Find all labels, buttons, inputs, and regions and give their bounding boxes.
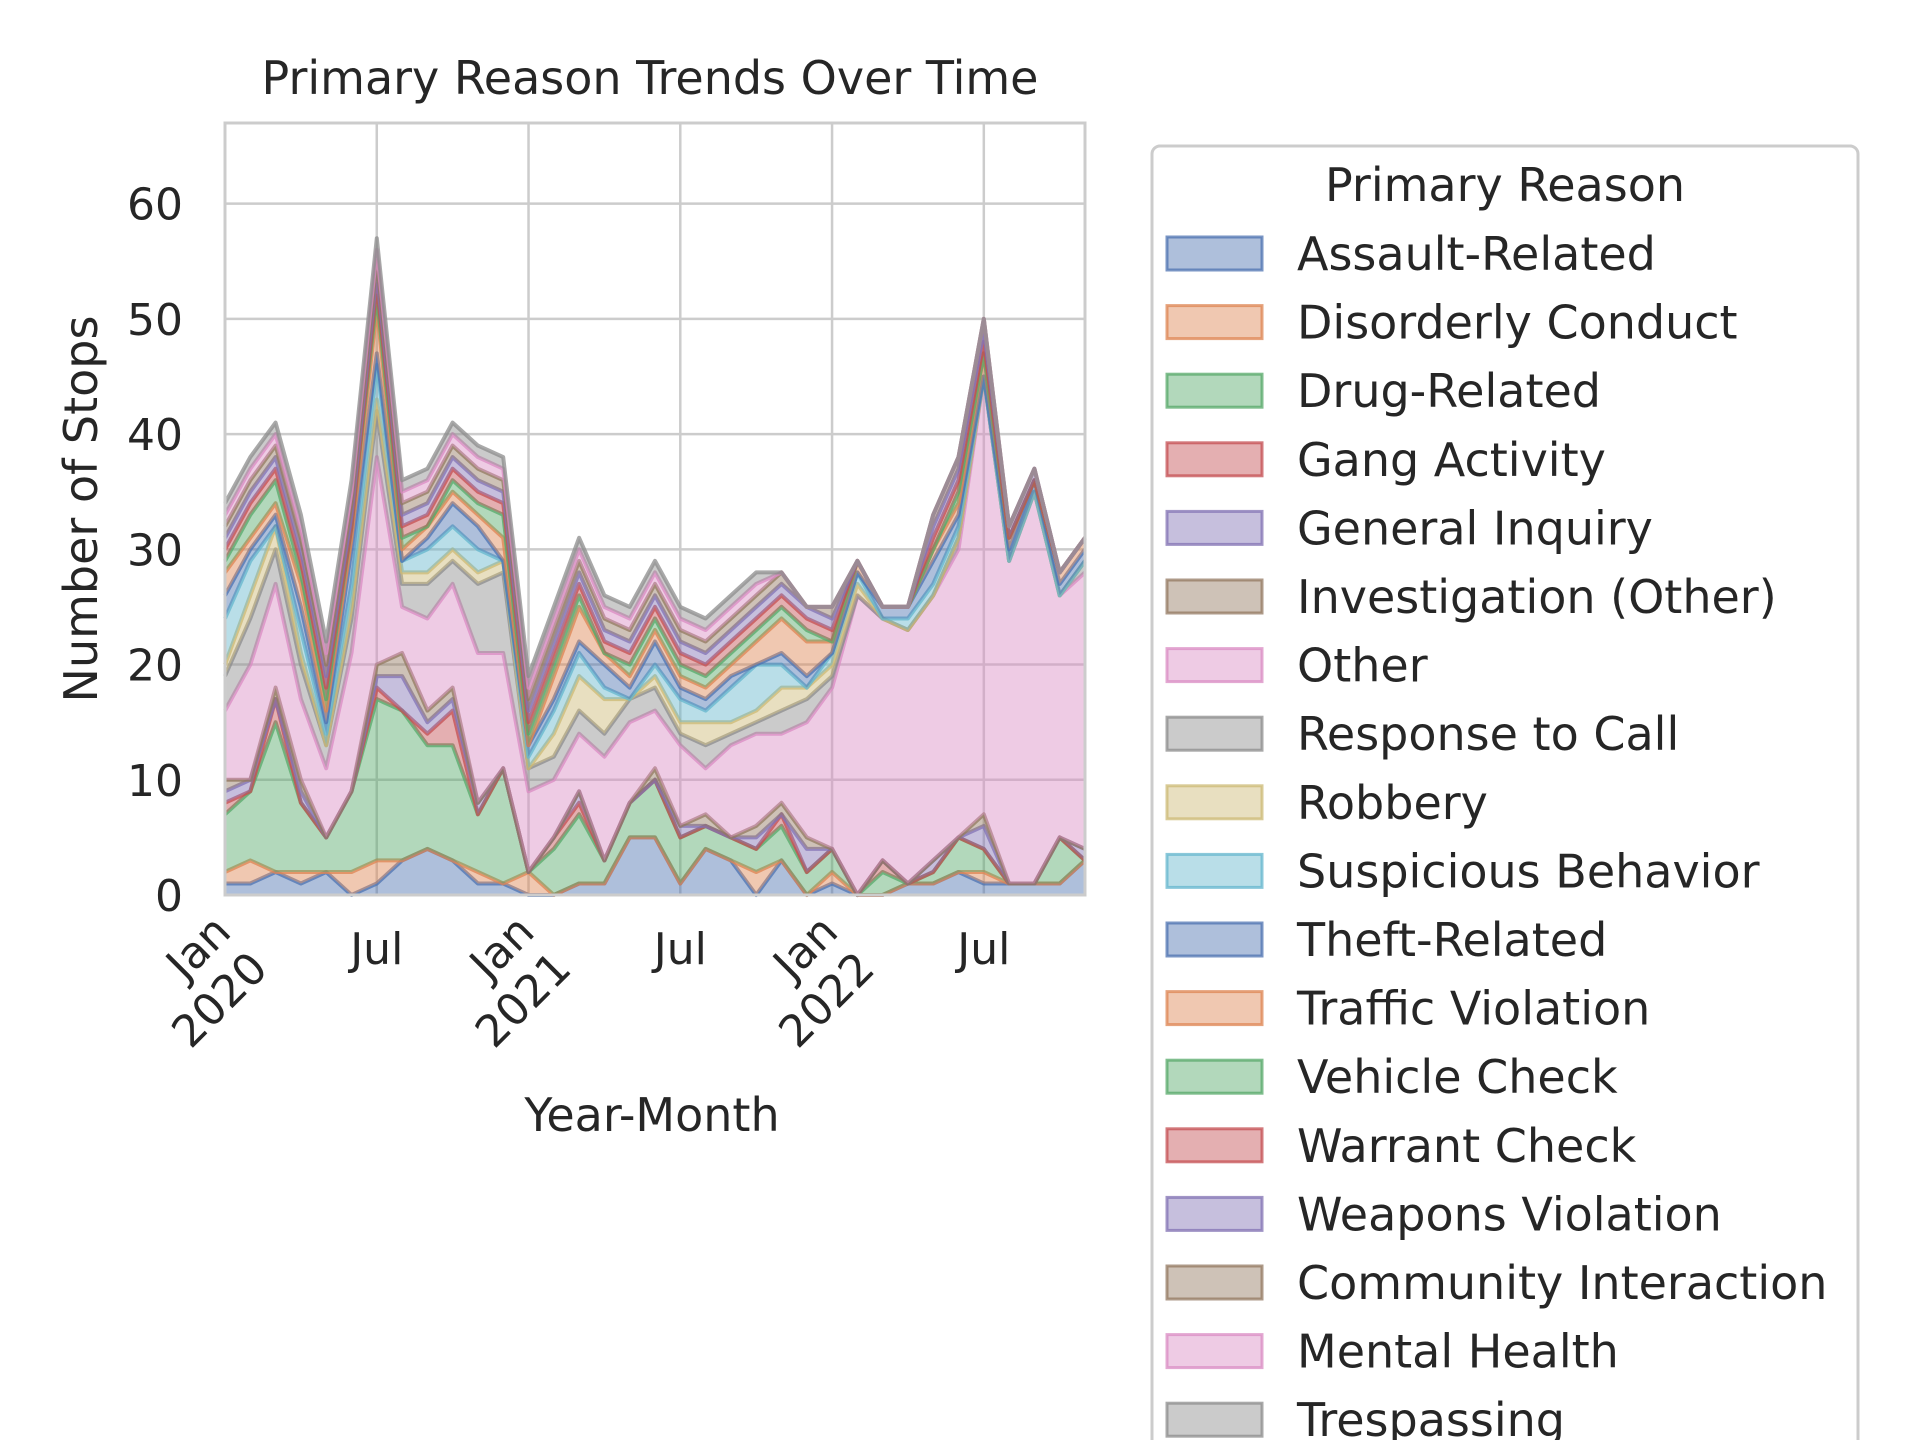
legend-swatch bbox=[1165, 1333, 1264, 1370]
legend-label: General Inquiry bbox=[1297, 501, 1653, 555]
legend-label: Investigation (Other) bbox=[1297, 570, 1777, 624]
legend-label: Drug-Related bbox=[1297, 364, 1601, 418]
legend-swatch bbox=[1165, 921, 1264, 958]
y-axis-label: Number of Stops bbox=[54, 316, 108, 703]
legend-label: Theft-Related bbox=[1296, 913, 1607, 967]
area-series bbox=[223, 236, 1087, 897]
area-investigation-other- bbox=[225, 653, 1085, 895]
y-tick-label: 0 bbox=[155, 871, 183, 922]
legend-label: Mental Health bbox=[1297, 1325, 1619, 1379]
legend-label: Disorderly Conduct bbox=[1297, 296, 1738, 350]
legend-swatch bbox=[1165, 647, 1264, 684]
legend-swatch bbox=[1165, 784, 1264, 821]
y-tick-label: 20 bbox=[127, 641, 183, 692]
legend-swatch bbox=[1165, 715, 1264, 752]
legend-swatch bbox=[1165, 372, 1264, 409]
legend-label: Assault-Related bbox=[1297, 227, 1656, 281]
y-tick-label: 50 bbox=[127, 295, 183, 346]
legend-swatch bbox=[1165, 1127, 1264, 1164]
area-edge-suspicious-behavior bbox=[223, 363, 1087, 759]
legend-swatch bbox=[1165, 1058, 1264, 1095]
plot-frame bbox=[223, 121, 1087, 897]
legend-swatch bbox=[1165, 852, 1264, 889]
legend-swatch bbox=[1165, 509, 1264, 546]
legend-box bbox=[1150, 144, 1860, 1440]
y-tick-labels: 0 10 20 30 40 50 60 bbox=[127, 180, 183, 922]
x-tick-label: Jul bbox=[651, 924, 707, 975]
legend: Primary Reason Assault-Related Disorderly… bbox=[1150, 144, 1860, 1440]
legend-label: Warrant Check bbox=[1297, 1119, 1637, 1173]
area-drug-related bbox=[225, 699, 1085, 895]
x-tick-label: Jul bbox=[954, 924, 1010, 975]
y-tick-label: 10 bbox=[127, 756, 183, 807]
area-response-to-call bbox=[225, 376, 1085, 792]
legend-swatch bbox=[1165, 441, 1264, 478]
area-edge-trespassing bbox=[223, 236, 1087, 679]
legend-swatch bbox=[1165, 578, 1264, 615]
legend-label: Traffic Violation bbox=[1296, 982, 1650, 1036]
legend-swatch bbox=[1165, 304, 1264, 341]
legend-label: Community Interaction bbox=[1297, 1256, 1827, 1310]
legend-swatch bbox=[1165, 1195, 1264, 1232]
x-axis-label: Year-Month bbox=[523, 1088, 779, 1142]
legend-title: Primary Reason bbox=[1325, 158, 1685, 212]
chart-title: Primary Reason Trends Over Time bbox=[262, 51, 1039, 105]
area-edge-disorderly-conduct bbox=[224, 835, 1087, 897]
legend-label: Other bbox=[1297, 639, 1428, 693]
legend-items: Assault-Related Disorderly Conduct Drug-Re… bbox=[1165, 227, 1827, 1440]
area-edge-theft-related bbox=[223, 351, 1087, 748]
legend-label: Suspicious Behavior bbox=[1297, 844, 1760, 898]
legend-label: Vehicle Check bbox=[1297, 1050, 1618, 1104]
legend-swatch bbox=[1165, 235, 1264, 272]
x-tick-label: Jul bbox=[347, 924, 403, 975]
legend-label: Response to Call bbox=[1297, 707, 1679, 761]
legend-swatch bbox=[1165, 1401, 1264, 1438]
legend-label: Gang Activity bbox=[1297, 433, 1606, 487]
y-tick-label: 30 bbox=[127, 525, 183, 576]
legend-swatch bbox=[1165, 990, 1264, 1027]
area-other bbox=[225, 376, 1085, 895]
area-edge-robbery bbox=[223, 374, 1087, 771]
legend-label: Weapons Violation bbox=[1297, 1187, 1722, 1241]
legend-label: Robbery bbox=[1297, 776, 1488, 830]
legend-swatch bbox=[1165, 1264, 1264, 1301]
legend-label: Trespassing bbox=[1296, 1393, 1565, 1440]
area-assault-related bbox=[225, 837, 1085, 895]
area-edge-investigation-other- bbox=[225, 651, 1086, 897]
area-gang-activity bbox=[225, 687, 1085, 895]
y-tick-label: 40 bbox=[127, 410, 183, 461]
y-tick-label: 60 bbox=[127, 180, 183, 231]
